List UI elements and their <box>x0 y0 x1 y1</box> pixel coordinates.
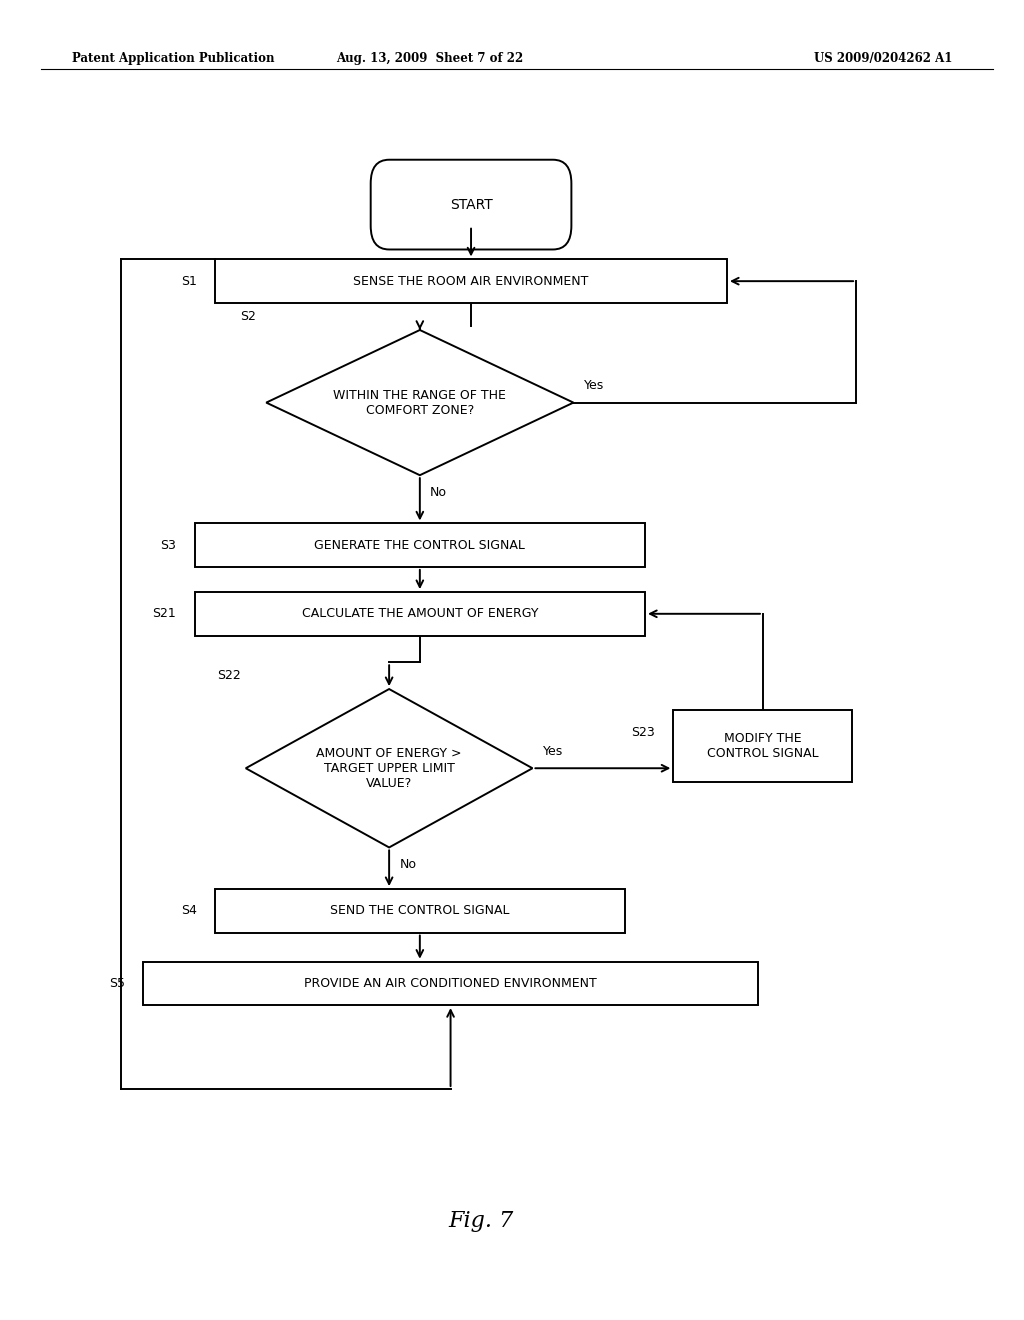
Text: WITHIN THE RANGE OF THE
COMFORT ZONE?: WITHIN THE RANGE OF THE COMFORT ZONE? <box>334 388 506 417</box>
Text: US 2009/0204262 A1: US 2009/0204262 A1 <box>814 51 952 65</box>
Polygon shape <box>215 890 625 932</box>
Text: START: START <box>450 198 493 211</box>
Text: S21: S21 <box>153 607 176 620</box>
Text: Aug. 13, 2009  Sheet 7 of 22: Aug. 13, 2009 Sheet 7 of 22 <box>337 51 523 65</box>
Polygon shape <box>195 524 645 568</box>
Text: Yes: Yes <box>543 744 563 758</box>
Text: SEND THE CONTROL SIGNAL: SEND THE CONTROL SIGNAL <box>330 904 510 917</box>
Polygon shape <box>674 710 852 781</box>
Text: S4: S4 <box>180 904 197 917</box>
Text: S1: S1 <box>180 275 197 288</box>
Text: MODIFY THE
CONTROL SIGNAL: MODIFY THE CONTROL SIGNAL <box>707 731 819 760</box>
Text: CALCULATE THE AMOUNT OF ENERGY: CALCULATE THE AMOUNT OF ENERGY <box>302 607 538 620</box>
Text: Yes: Yes <box>584 379 604 392</box>
Text: S23: S23 <box>631 726 655 739</box>
Text: No: No <box>430 486 447 499</box>
Text: Patent Application Publication: Patent Application Publication <box>72 51 274 65</box>
Text: GENERATE THE CONTROL SIGNAL: GENERATE THE CONTROL SIGNAL <box>314 539 525 552</box>
Polygon shape <box>246 689 532 847</box>
Polygon shape <box>266 330 573 475</box>
Polygon shape <box>195 591 645 635</box>
Text: S5: S5 <box>109 977 125 990</box>
Polygon shape <box>215 260 727 302</box>
Text: Fig. 7: Fig. 7 <box>449 1210 514 1232</box>
Polygon shape <box>143 961 758 1006</box>
Text: S2: S2 <box>240 310 256 323</box>
Text: SENSE THE ROOM AIR ENVIRONMENT: SENSE THE ROOM AIR ENVIRONMENT <box>353 275 589 288</box>
Text: S3: S3 <box>160 539 176 552</box>
Text: AMOUNT OF ENERGY >
TARGET UPPER LIMIT
VALUE?: AMOUNT OF ENERGY > TARGET UPPER LIMIT VA… <box>316 747 462 789</box>
Text: No: No <box>399 858 417 871</box>
Text: S22: S22 <box>217 669 241 682</box>
FancyBboxPatch shape <box>371 160 571 249</box>
Text: PROVIDE AN AIR CONDITIONED ENVIRONMENT: PROVIDE AN AIR CONDITIONED ENVIRONMENT <box>304 977 597 990</box>
